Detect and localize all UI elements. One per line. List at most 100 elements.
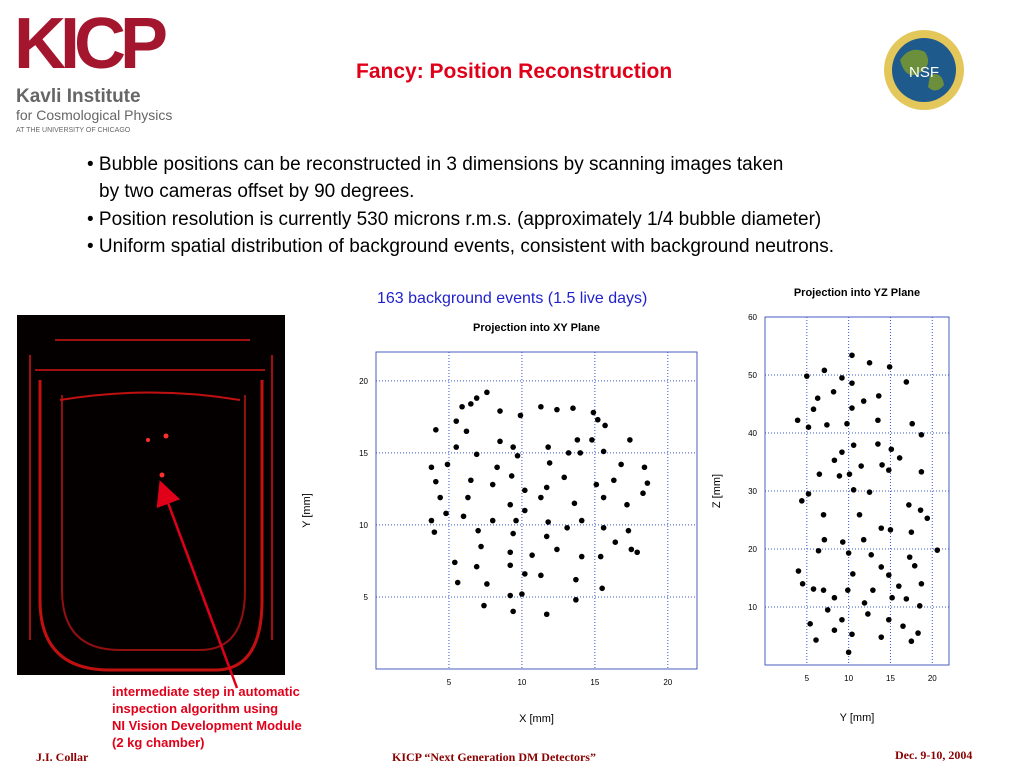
institute-sub: for Cosmological Physics bbox=[16, 107, 173, 123]
data-point bbox=[824, 607, 831, 613]
data-point bbox=[543, 484, 550, 491]
data-point bbox=[538, 403, 544, 410]
data-point bbox=[589, 437, 595, 443]
data-point bbox=[916, 603, 923, 609]
y-tick-label: 30 bbox=[748, 487, 757, 496]
data-point bbox=[886, 364, 893, 370]
data-point bbox=[554, 406, 560, 413]
data-point bbox=[850, 571, 856, 577]
data-point bbox=[918, 581, 925, 587]
data-point bbox=[915, 630, 921, 636]
data-point bbox=[545, 519, 551, 525]
nsf-text: NSF bbox=[909, 64, 939, 81]
data-point bbox=[924, 515, 931, 522]
data-point bbox=[810, 586, 817, 592]
y-tick-label: 20 bbox=[359, 377, 368, 386]
data-point bbox=[484, 581, 490, 587]
data-point bbox=[814, 395, 821, 402]
data-point bbox=[856, 511, 863, 518]
x-tick-label: 10 bbox=[844, 674, 853, 683]
data-point bbox=[889, 594, 895, 601]
data-point bbox=[821, 367, 828, 374]
data-point bbox=[594, 416, 601, 423]
data-point bbox=[836, 473, 843, 479]
data-point bbox=[510, 444, 516, 450]
data-point bbox=[908, 638, 915, 645]
y-tick-label: 40 bbox=[748, 429, 757, 438]
bullet: • Uniform spatial distribution of backgr… bbox=[87, 236, 835, 257]
data-point bbox=[885, 616, 892, 623]
x-axis-label: X [mm] bbox=[519, 713, 554, 725]
y-tick-label: 50 bbox=[748, 371, 757, 380]
data-point bbox=[453, 418, 460, 424]
data-point bbox=[839, 449, 845, 455]
data-point bbox=[484, 389, 490, 396]
data-point bbox=[451, 559, 458, 566]
data-point bbox=[896, 583, 902, 589]
data-point bbox=[903, 379, 910, 385]
data-point bbox=[821, 536, 828, 543]
y-tick-label: 5 bbox=[364, 593, 369, 602]
annotation-line: intermediate step in automatic bbox=[112, 684, 300, 699]
data-point bbox=[888, 446, 895, 453]
data-point bbox=[878, 525, 885, 531]
data-point bbox=[805, 491, 812, 497]
data-point bbox=[494, 464, 500, 471]
data-point bbox=[538, 494, 544, 501]
data-point bbox=[459, 403, 465, 410]
data-point bbox=[831, 594, 838, 601]
footer-right: Dec. 9-10, 2004 bbox=[895, 748, 973, 762]
data-point bbox=[473, 395, 480, 401]
data-point bbox=[628, 546, 635, 553]
x-tick-label: 15 bbox=[886, 674, 895, 683]
data-point bbox=[433, 478, 439, 485]
data-point bbox=[460, 513, 467, 520]
data-point bbox=[507, 562, 514, 569]
data-point bbox=[577, 450, 584, 456]
data-point bbox=[805, 424, 812, 431]
data-point bbox=[624, 501, 630, 508]
data-point bbox=[887, 527, 894, 533]
data-point bbox=[918, 469, 925, 475]
annotation-line: inspection algorithm using bbox=[112, 701, 279, 716]
data-point bbox=[561, 474, 568, 481]
data-point bbox=[578, 553, 585, 560]
data-point bbox=[618, 461, 624, 468]
data-point bbox=[612, 539, 619, 545]
data-point bbox=[810, 406, 817, 413]
x-tick-label: 20 bbox=[928, 674, 937, 683]
data-point bbox=[831, 627, 838, 633]
data-point bbox=[600, 494, 607, 501]
data-point bbox=[590, 409, 597, 416]
data-point bbox=[875, 417, 881, 424]
data-point bbox=[804, 373, 810, 379]
data-point bbox=[497, 438, 503, 445]
data-point bbox=[849, 631, 855, 638]
data-point bbox=[813, 637, 819, 643]
data-point bbox=[522, 571, 528, 577]
chart-title: Projection into YZ Plane bbox=[794, 287, 920, 299]
data-point bbox=[850, 442, 857, 448]
chamber-photo bbox=[17, 315, 285, 675]
data-point bbox=[497, 408, 503, 414]
data-point bbox=[860, 398, 867, 404]
x-tick-label: 5 bbox=[447, 678, 452, 687]
data-point bbox=[875, 441, 881, 447]
data-point bbox=[465, 494, 471, 501]
data-point bbox=[860, 536, 867, 543]
data-point bbox=[896, 455, 903, 461]
data-point bbox=[565, 450, 572, 456]
data-point bbox=[640, 490, 646, 497]
y-tick-label: 10 bbox=[748, 603, 757, 612]
logo: KICP bbox=[14, 4, 166, 84]
data-point bbox=[481, 602, 487, 609]
data-point bbox=[517, 412, 524, 419]
data-point bbox=[571, 500, 578, 507]
data-point bbox=[428, 464, 435, 471]
data-point bbox=[514, 452, 521, 459]
data-point bbox=[850, 487, 857, 493]
nsf-logo: NSF bbox=[884, 30, 964, 110]
data-point bbox=[824, 422, 830, 428]
data-point bbox=[844, 420, 850, 427]
